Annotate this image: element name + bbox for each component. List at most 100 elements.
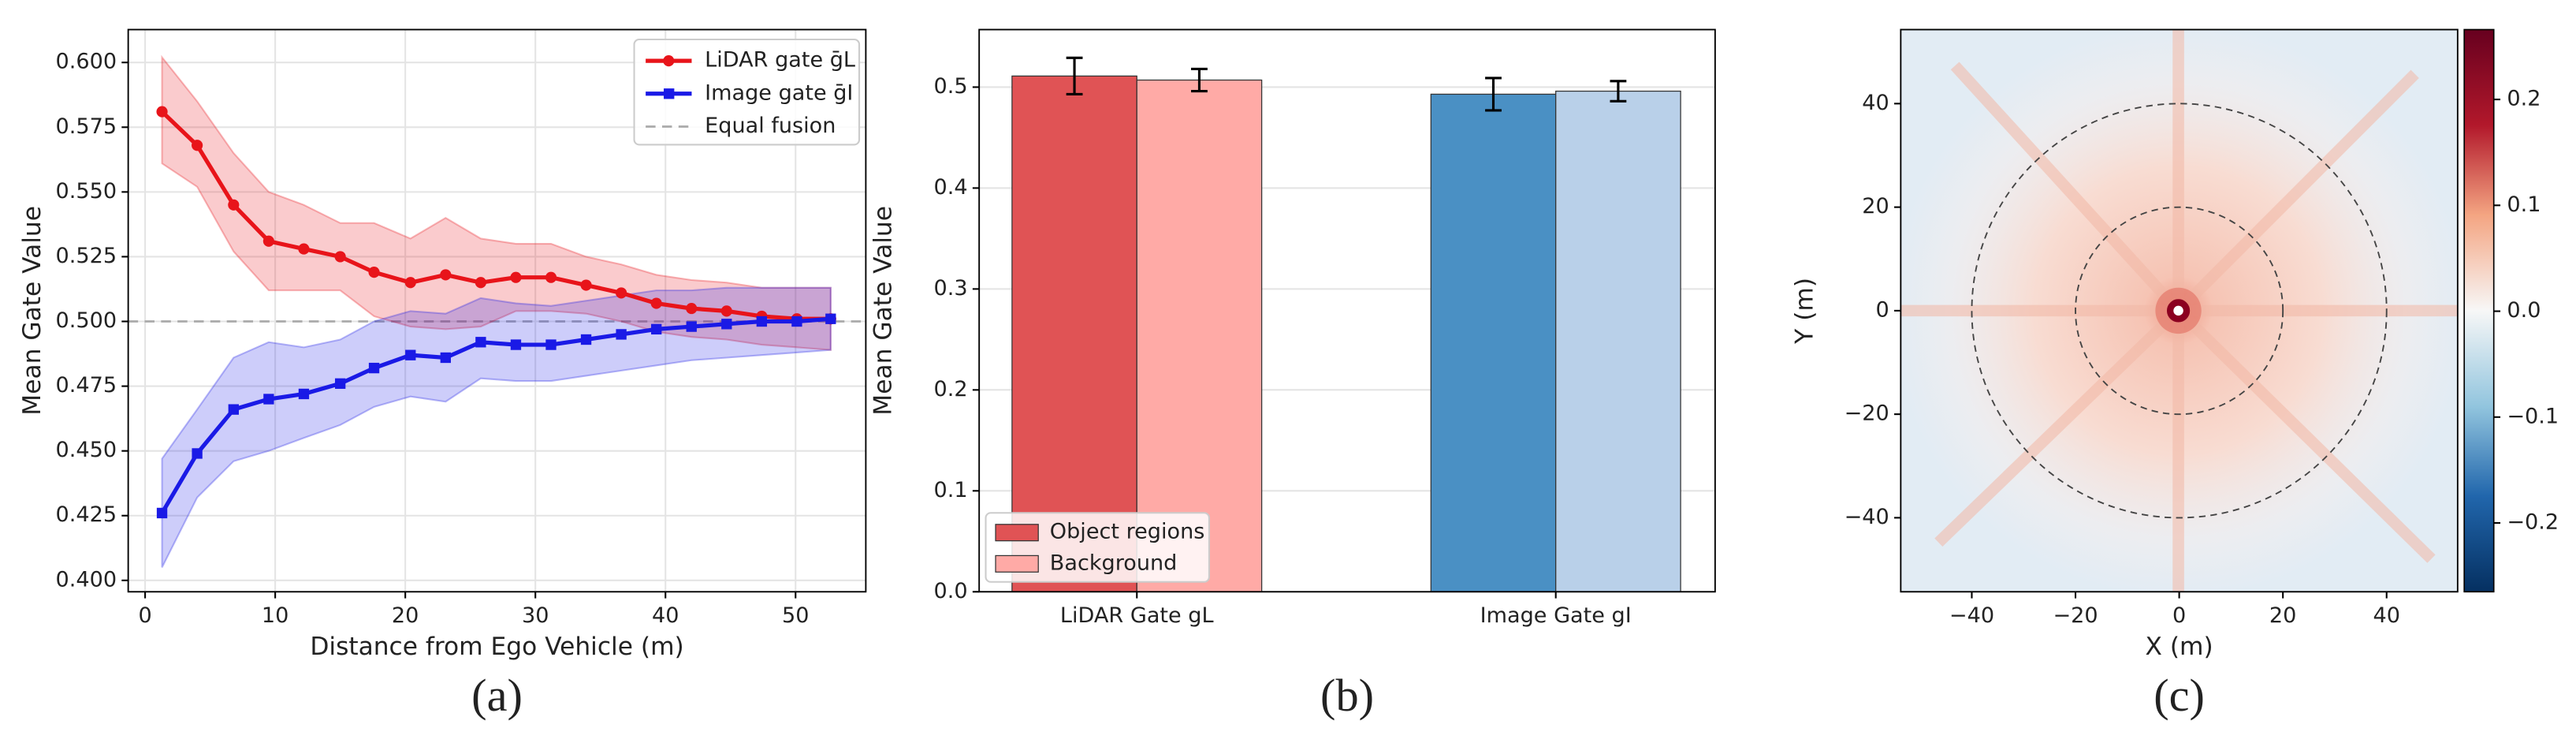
marker	[262, 235, 274, 247]
colorbar-tick-label: 0.2	[2507, 87, 2541, 111]
error-bar	[1485, 77, 1502, 112]
colorbar-tick-label: −0.2	[2507, 510, 2559, 535]
y-tick-label: 0.525	[56, 244, 117, 268]
y-tick-label: 0	[1876, 297, 1889, 322]
marker	[510, 339, 522, 350]
legend-swatch	[995, 524, 1039, 542]
y-tick-label: 0.2	[934, 377, 968, 401]
legend-marker	[663, 55, 675, 67]
marker	[156, 507, 168, 519]
marker	[721, 319, 732, 330]
marker	[475, 337, 486, 348]
marker	[475, 277, 486, 289]
x-tick-label: Image Gate gI	[1480, 603, 1632, 628]
x-tick-label: 0	[138, 603, 151, 628]
colorbar-tick-label: 0.1	[2507, 192, 2541, 217]
colorbar-tick-label: 0.0	[2507, 298, 2541, 323]
y-tick-label: −40	[1845, 505, 1889, 529]
marker	[510, 271, 522, 283]
marker	[298, 388, 310, 400]
y-tick-label: 0.1	[934, 478, 968, 502]
marker	[334, 251, 346, 263]
y-tick-label: 0.450	[56, 438, 117, 462]
caption: (b)	[1320, 670, 1374, 721]
legend-box	[985, 512, 1211, 583]
x-tick-label: 40	[652, 603, 679, 628]
y-tick-label: 0.600	[56, 50, 117, 74]
series-line	[160, 316, 832, 514]
caption: (a)	[471, 670, 523, 721]
legend-box	[633, 38, 861, 146]
marker	[405, 349, 416, 360]
marker	[368, 267, 380, 278]
marker	[651, 323, 662, 335]
marker	[686, 321, 697, 332]
x-tick-label: −20	[2053, 603, 2098, 628]
marker	[263, 394, 274, 405]
band	[161, 54, 832, 351]
marker	[440, 269, 452, 281]
error-bar	[1066, 56, 1083, 95]
marker	[545, 339, 557, 350]
y-axis-label: Mean Gate Value	[18, 206, 47, 416]
y-axis-label: Mean Gate Value	[869, 206, 897, 416]
marker	[404, 277, 416, 289]
legend-label: Equal fusion	[705, 114, 836, 138]
y-tick-label: 0.425	[56, 502, 117, 527]
marker	[580, 279, 592, 291]
series-line	[160, 110, 831, 321]
x-tick-label: 20	[2269, 603, 2296, 628]
x-tick-label: 10	[262, 603, 288, 628]
marker	[650, 297, 662, 309]
marker	[616, 329, 627, 340]
legend-marker	[664, 88, 675, 99]
x-tick-label: LiDAR Gate gL	[1060, 603, 1214, 628]
bar	[1136, 79, 1263, 592]
legend-label: LiDAR gate ḡL	[705, 48, 855, 73]
ring	[2075, 206, 2284, 416]
x-axis-label: Distance from Ego Vehicle (m)	[310, 633, 683, 661]
plot-frame	[127, 28, 867, 593]
x-tick-label: 30	[522, 603, 549, 628]
y-tick-label: −20	[1845, 401, 1889, 426]
marker	[720, 305, 732, 317]
marker	[156, 106, 168, 118]
y-tick-label: 0.550	[56, 179, 117, 203]
x-axis-label: X (m)	[2146, 633, 2213, 661]
y-axis-label: Y (m)	[1790, 278, 1818, 345]
x-tick-label: 20	[392, 603, 419, 628]
x-tick-label: 50	[782, 603, 809, 628]
y-tick-label: 0.0	[934, 579, 968, 603]
marker	[825, 313, 836, 324]
y-tick-label: 40	[1862, 91, 1889, 115]
y-tick-label: 0.575	[56, 114, 117, 139]
marker	[228, 199, 240, 211]
marker	[368, 362, 380, 374]
marker	[228, 404, 239, 415]
marker	[192, 140, 203, 151]
y-tick-label: 0.400	[56, 567, 117, 592]
x-tick-label: 0	[2172, 603, 2186, 628]
y-tick-label: 0.5	[934, 74, 968, 99]
marker	[580, 334, 592, 345]
x-tick-label: −40	[1949, 603, 1994, 628]
marker	[616, 287, 627, 299]
marker	[192, 448, 203, 459]
y-tick-label: 0.4	[934, 175, 968, 200]
y-tick-label: 0.475	[56, 373, 117, 398]
legend-label: Background	[1050, 551, 1178, 575]
y-tick-label: 20	[1862, 194, 1889, 218]
marker	[686, 303, 698, 315]
legend-label: Object regions	[1050, 520, 1205, 544]
marker	[791, 315, 802, 327]
plot-frame	[1900, 28, 2459, 593]
ring	[1971, 103, 2388, 519]
legend-swatch	[995, 554, 1039, 573]
legend-label: Image gate ḡI	[705, 80, 853, 105]
marker	[756, 315, 768, 327]
bar	[1555, 90, 1681, 592]
marker	[334, 378, 346, 389]
y-tick-label: 0.500	[56, 308, 117, 333]
